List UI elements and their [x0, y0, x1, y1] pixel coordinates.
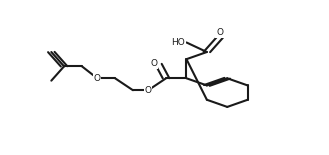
Text: O: O — [94, 74, 101, 83]
Text: O: O — [145, 86, 152, 95]
Text: O: O — [216, 28, 223, 37]
Text: HO: HO — [171, 38, 185, 47]
Text: O: O — [150, 60, 157, 69]
